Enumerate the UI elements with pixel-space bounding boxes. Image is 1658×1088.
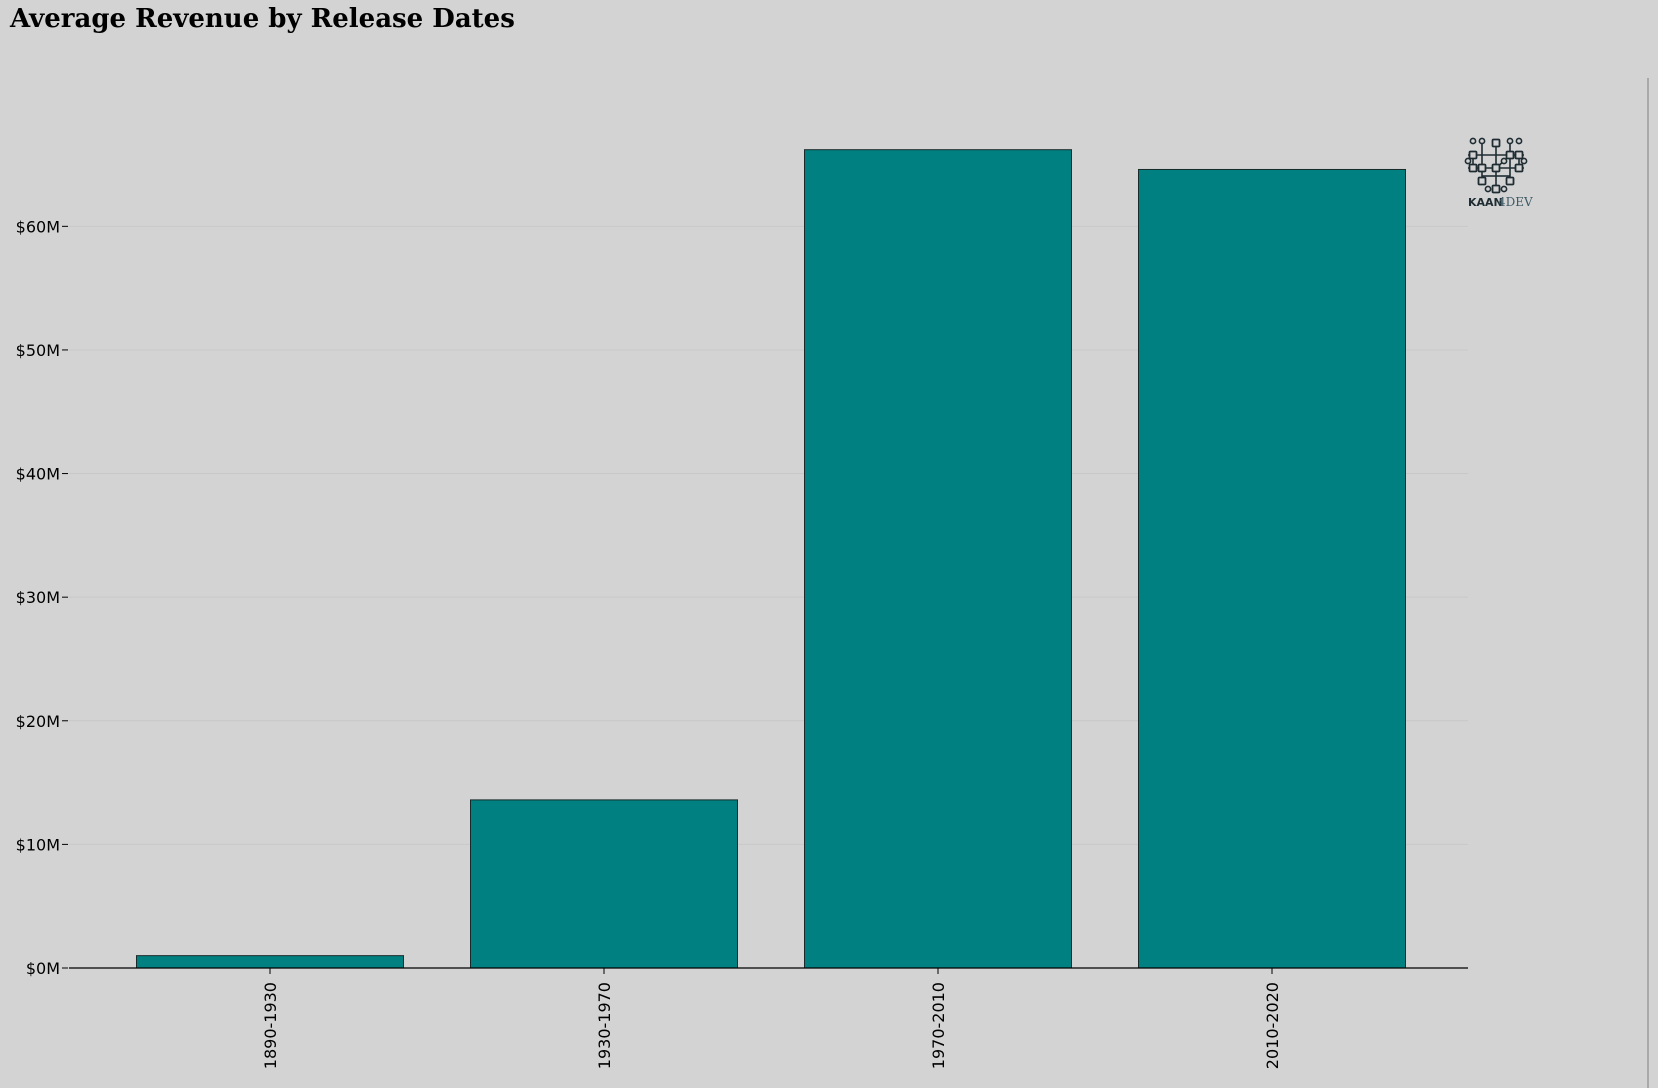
bar-1970-2010	[804, 149, 1072, 969]
y-tick-label: $40M	[16, 465, 60, 484]
logo-wordmark-rest: 4DEV	[1498, 195, 1533, 209]
bar-1890-1930	[136, 955, 404, 969]
x-tick-label: 1930-1970	[595, 982, 614, 1069]
y-tick-label: $20M	[16, 712, 60, 731]
x-tick-label: 1970-2010	[929, 982, 948, 1069]
y-tick-label: $50M	[16, 341, 60, 360]
x-tick-label: 2010-2020	[1263, 982, 1282, 1069]
x-axis-ticks: 1890-1930 1930-1970 1970-2010 2010-2020	[261, 968, 1282, 1069]
bars	[136, 149, 1406, 969]
y-tick-label: $10M	[16, 835, 60, 854]
chart-title: Average Revenue by Release Dates	[10, 4, 515, 34]
y-tick-label: $0M	[26, 959, 60, 978]
bar-2010-2020	[1138, 168, 1406, 969]
bar-1930-1970	[470, 799, 738, 969]
y-tick-label: $30M	[16, 588, 60, 607]
x-tick-label: 1890-1930	[261, 982, 280, 1069]
logo-wordmark-bold: KAAN	[1468, 196, 1503, 209]
y-axis-ticks: $0M $10M $20M $30M $40M $50M $60M	[16, 217, 68, 978]
y-tick-label: $60M	[16, 217, 60, 236]
